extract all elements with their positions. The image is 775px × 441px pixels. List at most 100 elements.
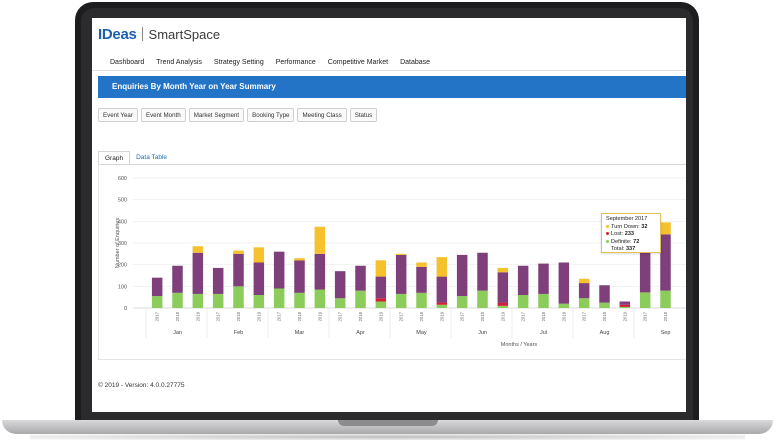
bar-lost: [456, 254, 468, 297]
bar-definite: [517, 295, 529, 308]
y-tick-label: 600: [118, 176, 127, 182]
bar-turndown: [578, 278, 590, 284]
x-tick-label: 2017: [582, 311, 587, 321]
x-tick-label: 2018: [541, 311, 546, 321]
bar-lost: [558, 262, 570, 304]
filter-event-year-button[interactable]: Event Year: [98, 108, 138, 122]
tooltip-label-lost: Lost:: [611, 231, 624, 238]
x-tick-label: 2019: [500, 311, 505, 321]
y-tick-label: 200: [118, 263, 127, 269]
nav-database[interactable]: Database: [400, 59, 431, 66]
y-axis-label: Number of Enquiries: [115, 218, 121, 268]
x-tick-label: 2017: [338, 311, 343, 321]
x-tick-label: 2018: [236, 311, 241, 321]
bar-definite: [172, 292, 183, 308]
x-tick-label: 2017: [521, 311, 526, 321]
tooltip-row-definite: Definite: 72: [606, 239, 656, 247]
nav-competitive-market[interactable]: Competitive Market: [327, 59, 389, 66]
bar-lost: [395, 254, 407, 294]
bar-lost: [416, 266, 427, 293]
bar-lost: [578, 283, 590, 299]
bar-turndown: [375, 260, 387, 277]
x-tick-label: 2019: [195, 311, 200, 321]
x-axis-label: Months / Years: [501, 342, 538, 348]
bar-definite: [497, 305, 509, 308]
tooltip-row-total: Total: 337: [606, 246, 656, 254]
bar-lost: [151, 277, 163, 297]
laptop-shadow: [30, 434, 745, 440]
footer-version: © 2019 - Version: 4.0.0.27775: [98, 382, 185, 389]
chart-tooltip: September 2017 Turn Down: 32 Lost: 233 D…: [601, 213, 661, 253]
x-tick-label: 2019: [256, 311, 261, 321]
bar-definite: [660, 290, 671, 308]
x-tick-label: 2018: [419, 311, 424, 321]
bar-lost: [599, 285, 610, 303]
bar-lost_red: [375, 298, 387, 302]
tooltip-label-definite: Definite:: [611, 238, 632, 245]
x-tick-label: 2018: [358, 311, 363, 321]
bar-lost_red: [619, 304, 631, 307]
bar-definite: [578, 298, 590, 308]
filter-market-segment-button[interactable]: Market Segment: [188, 108, 245, 122]
filter-meeting-class-button[interactable]: Meeting Class: [297, 108, 347, 122]
bar-lost: [477, 252, 488, 291]
bar-turndown: [436, 257, 448, 277]
month-label: Feb: [234, 330, 243, 336]
bar-definite: [294, 292, 305, 308]
tooltip-row-lost: Lost: 233: [606, 231, 656, 239]
x-tick-label: 2017: [216, 311, 221, 321]
app-header: IDeas SmartSpace: [92, 18, 686, 50]
bar-definite: [375, 301, 387, 308]
filter-bar: Event Year Event Month Market Segment Bo…: [98, 108, 378, 122]
bar-lost: [660, 234, 671, 291]
bar-turndown: [294, 258, 305, 261]
nav-strategy-setting[interactable]: Strategy Setting: [213, 59, 264, 66]
bar-definite: [273, 288, 285, 308]
app-name: SmartSpace: [148, 26, 221, 42]
y-tick-label: 300: [118, 241, 127, 247]
bar-lost: [436, 276, 448, 303]
nav-performance[interactable]: Performance: [275, 59, 316, 66]
bar-lost_red: [497, 302, 509, 306]
bar-definite: [558, 303, 570, 308]
nav-dashboard[interactable]: Dashboard: [110, 59, 145, 66]
x-tick-label: 2018: [663, 311, 668, 321]
filter-event-month-button[interactable]: Event Month: [140, 108, 186, 122]
bar-lost: [639, 241, 651, 293]
bar-lost: [294, 260, 305, 293]
nav-trend-analysis[interactable]: Trend Analysis: [156, 59, 202, 66]
bar-lost_red: [436, 302, 448, 305]
tooltip-value-turndown: 32: [641, 223, 648, 230]
bar-definite: [212, 293, 224, 308]
month-label: Mar: [295, 330, 305, 336]
tab-data-table[interactable]: Data Table: [136, 154, 168, 161]
tooltip-dot-definite: [606, 239, 609, 243]
bar-definite: [456, 296, 468, 308]
month-label: Aug: [600, 330, 610, 336]
bar-definite: [355, 290, 366, 308]
tooltip-row-turndown: Turn Down: 32: [606, 224, 656, 232]
tooltip-value-total: 337: [625, 246, 636, 253]
x-tick-label: 2017: [399, 311, 404, 321]
month-label: Sep: [661, 330, 671, 336]
bar-definite: [599, 302, 610, 308]
bar-definite: [233, 286, 244, 308]
logo-divider: [141, 27, 143, 41]
bar-turndown: [192, 246, 204, 253]
month-label: Jul: [540, 330, 547, 336]
month-label: Apr: [356, 330, 365, 336]
tab-graph[interactable]: Graph: [98, 151, 131, 165]
filter-booking-type-button[interactable]: Booking Type: [247, 108, 295, 122]
filter-status-button[interactable]: Status: [349, 108, 378, 122]
x-tick-label: 2017: [155, 311, 160, 321]
y-tick-label: 100: [118, 284, 127, 290]
page-title: Enquiries By Month Year on Year Summary: [98, 76, 686, 98]
tooltip-dot-lost: [606, 232, 609, 236]
tooltip-dot-turndown: [606, 224, 609, 228]
ideas-logo[interactable]: IDeas: [98, 25, 137, 43]
bar-definite: [395, 293, 407, 308]
bar-lost: [233, 253, 244, 287]
laptop-base: [2, 420, 773, 434]
bar-definite: [253, 295, 265, 308]
bar-lost: [375, 276, 387, 299]
